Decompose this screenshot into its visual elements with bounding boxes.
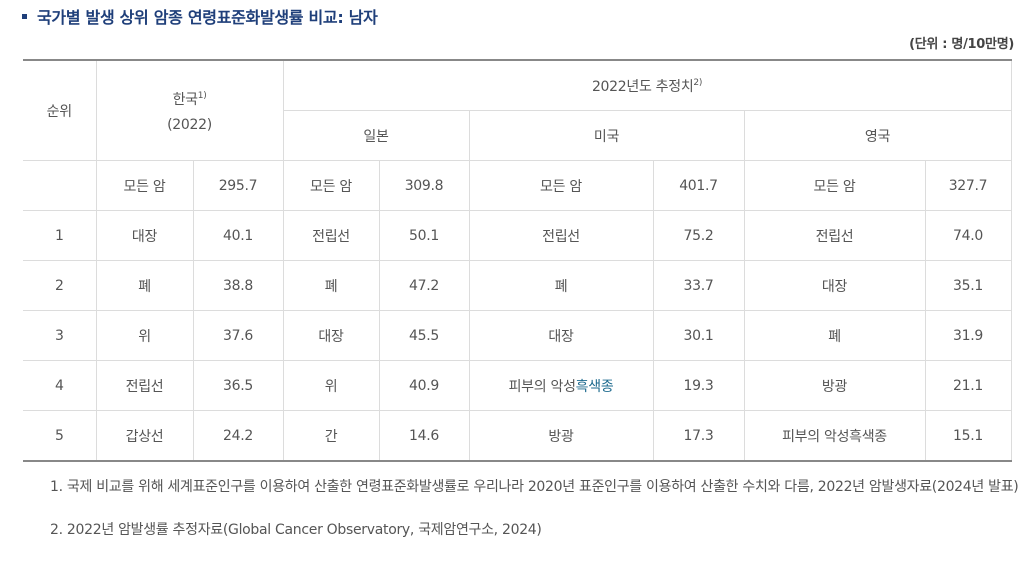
usa-value: 401.7 [652,160,745,211]
header-row-1: 순위 한국1) (2022) 2022년도 추정치2) [23,59,1012,161]
korea-value: 40.1 [192,210,284,261]
footnotes: 1. 국제 비교를 위해 세계표준인구를 이용하여 산출한 연령표준화발생률로 … [50,472,1020,545]
usa-cancer: 모든 암 [468,160,654,211]
rank-cell: 4 [23,360,97,411]
korea-cancer: 갑상선 [95,410,194,462]
korea-cancer: 폐 [95,260,194,311]
usa-cancer: 전립선 [468,210,654,261]
korea-value: 36.5 [192,360,284,411]
rank-cell: 1 [23,210,97,261]
header-rank: 순위 [23,59,97,161]
all-cancer-row: 모든 암 295.7 모든 암 309.8 모든 암 401.7 모든 암 32… [23,160,1012,211]
usa-value: 30.1 [652,310,745,361]
footnote-2: 2. 2022년 암발생률 추정자료(Global Cancer Observa… [50,522,542,538]
japan-cancer: 간 [282,410,380,462]
section-title-text: 국가별 발생 상위 암종 연령표준화발생률 비교: 남자 [37,8,378,27]
uk-cancer: 방광 [743,360,926,411]
usa-value: 17.3 [652,410,745,462]
rank-cell: 2 [23,260,97,311]
japan-cancer: 폐 [282,260,380,311]
usa-cancer: 방광 [468,410,654,462]
korea-cancer: 전립선 [95,360,194,411]
japan-cancer: 대장 [282,310,380,361]
japan-value: 45.5 [378,310,470,361]
header-estimate: 2022년도 추정치2) [282,59,1012,111]
usa-value: 33.7 [652,260,745,311]
uk-cancer: 피부의 악성흑색종 [743,410,926,462]
uk-cancer: 모든 암 [743,160,926,211]
unit-label: (단위 : 명/10만명) [909,37,1014,52]
korea-value: 24.2 [192,410,284,462]
table-row: 4 전립선 36.5 위 40.9 피부의 악성흑색종 19.3 방광 21.1 [23,360,1012,411]
japan-cancer: 전립선 [282,210,380,261]
footnote-1: 1. 국제 비교를 위해 세계표준인구를 이용하여 산출한 연령표준화발생률로 … [50,479,1019,495]
square-bullet-icon [22,13,27,19]
table-row: 2 폐 38.8 폐 47.2 폐 33.7 대장 35.1 [23,260,1012,311]
header-japan: 일본 [283,110,470,161]
japan-value: 50.1 [378,210,470,261]
uk-cancer: 전립선 [743,210,926,261]
japan-value: 47.2 [378,260,470,311]
uk-value: 327.7 [924,160,1012,211]
table-row: 3 위 37.6 대장 45.5 대장 30.1 폐 31.9 [23,310,1012,361]
uk-value: 15.1 [924,410,1012,462]
header-korea: 한국1) (2022) [95,59,284,161]
table-row: 1 대장 40.1 전립선 50.1 전립선 75.2 전립선 74.0 [23,210,1012,261]
korea-value: 38.8 [192,260,284,311]
japan-cancer: 모든 암 [282,160,380,211]
uk-value: 21.1 [924,360,1012,411]
usa-cancer: 대장 [468,310,654,361]
usa-cancer: 폐 [468,260,654,311]
korea-value: 295.7 [192,160,284,211]
usa-cancer-prefix: 피부의 악성 [508,378,576,395]
usa-cancer: 피부의 악성흑색종 [468,360,654,411]
rank-cell: 5 [23,410,97,462]
rank-cell: 3 [23,310,97,361]
rank-cell [23,160,97,211]
uk-cancer: 폐 [743,310,926,361]
usa-value: 75.2 [652,210,745,261]
japan-value: 14.6 [378,410,470,462]
korea-cancer: 대장 [95,210,194,261]
japan-cancer: 위 [282,360,380,411]
korea-value: 37.6 [192,310,284,361]
header-usa: 미국 [468,110,745,161]
uk-value: 74.0 [924,210,1012,261]
japan-value: 40.9 [378,360,470,411]
usa-cancer-highlight: 흑색종 [575,378,614,395]
uk-cancer: 대장 [743,260,926,311]
uk-value: 35.1 [924,260,1012,311]
korea-cancer: 모든 암 [95,160,194,211]
usa-value: 19.3 [652,360,745,411]
section-title: 국가별 발생 상위 암종 연령표준화발생률 비교: 남자 [22,4,378,28]
korea-cancer: 위 [95,310,194,361]
header-uk: 영국 [743,110,1012,161]
japan-value: 309.8 [378,160,470,211]
uk-value: 31.9 [924,310,1012,361]
incidence-table: 순위 한국1) (2022) 2022년도 추정치2) 일본 미국 영국 모든 … [23,59,1012,462]
table-row: 5 갑상선 24.2 간 14.6 방광 17.3 피부의 악성흑색종 15.1 [23,410,1012,462]
